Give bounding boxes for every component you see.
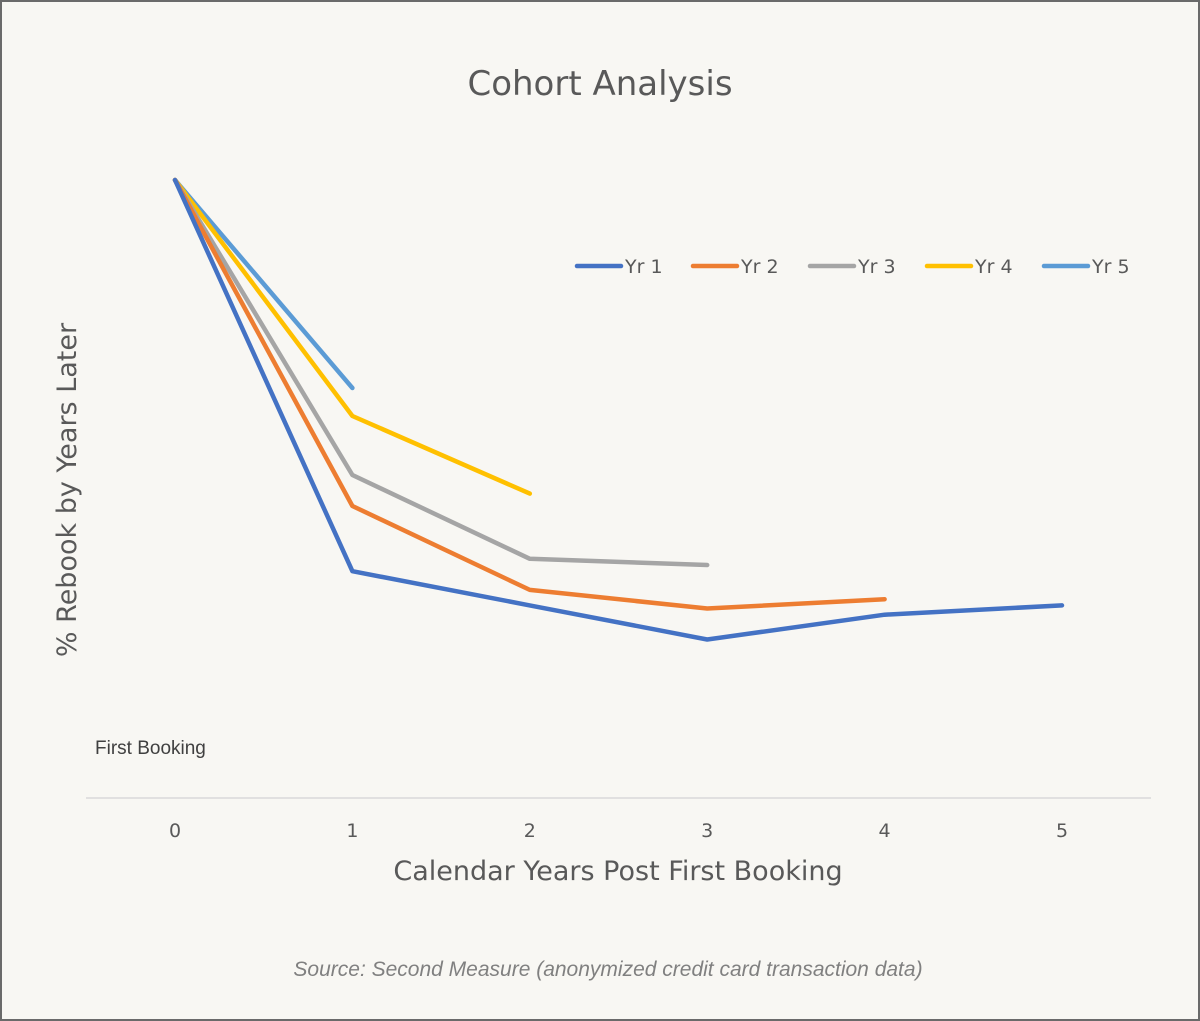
chart-title: Cohort Analysis [467, 64, 732, 104]
y-axis-title: % Rebook by Years Later [52, 322, 83, 657]
x-tick-label-2: 2 [524, 820, 536, 842]
series-line-yr-5 [172, 177, 355, 391]
series-line-yr-4 [172, 177, 533, 496]
series-line-yr-3 [172, 177, 710, 568]
x-tick-label-1: 1 [346, 820, 358, 842]
first-booking-annotation: First Booking [95, 738, 206, 759]
x-axis-title: Calendar Years Post First Booking [393, 856, 842, 887]
x-tick-labels: 0 1 2 3 4 5 [169, 820, 1068, 842]
legend: Yr 1 Yr 2 Yr 3 Yr 4 Yr 5 [574, 256, 1130, 278]
series-line-yr-1 [172, 177, 1065, 642]
x-tick-label-5: 5 [1056, 820, 1068, 842]
legend-label-yr-4: Yr 4 [974, 256, 1013, 278]
x-tick-label-4: 4 [879, 820, 891, 842]
series-layer [172, 177, 1065, 642]
source-note: Source: Second Measure (anonymized credi… [293, 958, 922, 981]
x-tick-label-0: 0 [169, 820, 181, 842]
legend-label-yr-1: Yr 1 [624, 256, 663, 278]
x-tick-label-3: 3 [701, 820, 713, 842]
legend-label-yr-5: Yr 5 [1091, 256, 1130, 278]
legend-label-yr-2: Yr 2 [740, 256, 779, 278]
series-line-yr-2 [172, 177, 887, 611]
legend-label-yr-3: Yr 3 [857, 256, 896, 278]
